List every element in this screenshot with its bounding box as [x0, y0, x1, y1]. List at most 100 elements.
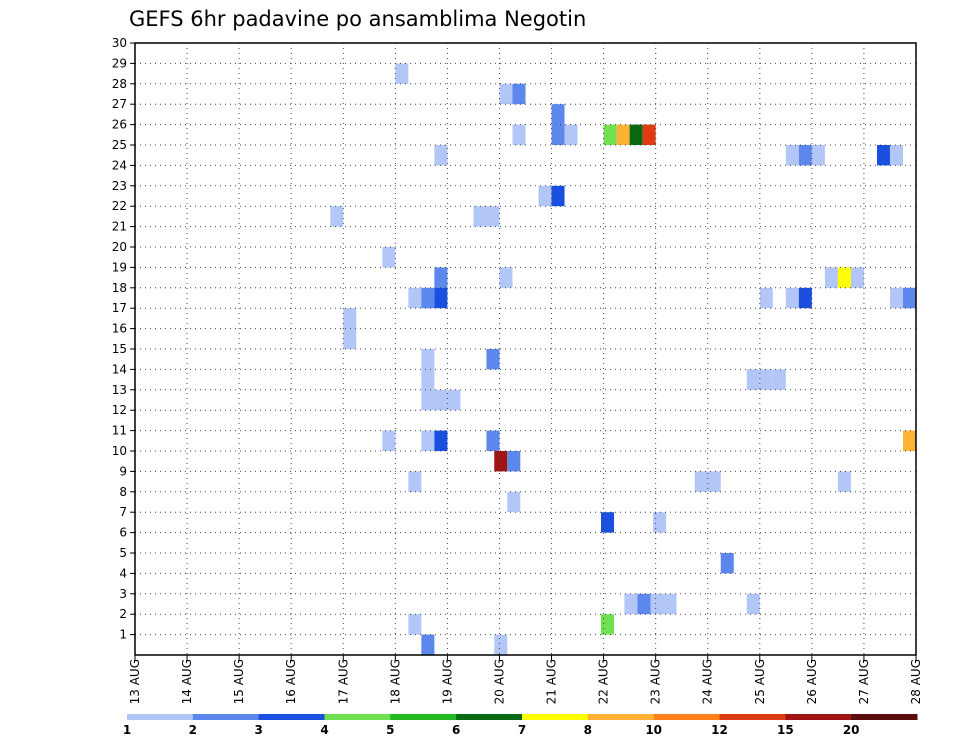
y-tick-label: 8	[119, 485, 127, 499]
heatmap-cell	[421, 634, 435, 655]
heatmap-cell	[382, 430, 396, 451]
heatmap-cell	[650, 593, 664, 615]
x-tick-label: 26 AUG	[805, 659, 819, 704]
heatmap-cell	[720, 553, 734, 574]
y-tick-label: 22	[112, 199, 127, 213]
y-tick-label: 2	[119, 607, 127, 621]
colorbar-label: 7	[518, 723, 526, 737]
colorbar-swatch	[785, 714, 852, 720]
heatmap-cell	[837, 471, 851, 492]
colorbar-label: 4	[320, 723, 328, 737]
heatmap-cell	[772, 369, 786, 390]
y-tick-label: 29	[112, 56, 127, 70]
heatmap-cell	[507, 451, 521, 472]
heatmap-cell	[434, 287, 448, 309]
x-tick-label: 15 AUG	[232, 659, 246, 704]
colorbar-swatch	[324, 714, 391, 720]
x-tick-label: 20 AUG	[492, 659, 506, 704]
colorbar-swatch	[719, 714, 786, 720]
colorbar-label: 1	[123, 723, 131, 737]
heatmap-cell	[603, 124, 617, 145]
heatmap-cell	[486, 349, 500, 370]
x-tick-label: 17 AUG	[336, 659, 350, 704]
heatmap-cell	[876, 145, 890, 166]
heatmap-cell	[902, 287, 916, 309]
y-tick-label: 5	[119, 546, 127, 560]
heatmap-cell	[785, 287, 799, 309]
y-tick-label: 13	[112, 383, 127, 397]
heatmap-cell	[421, 349, 435, 370]
y-tick-label: 12	[112, 403, 127, 417]
colorbar-swatch	[456, 714, 523, 720]
y-tick-label: 17	[112, 301, 127, 315]
colorbar-label: 20	[843, 723, 860, 737]
heatmap-cell	[811, 145, 825, 166]
heatmap-cell	[902, 430, 916, 451]
heatmap-cell	[653, 512, 667, 533]
heatmap-cell	[395, 63, 409, 84]
x-tick-label: 16 AUG	[284, 659, 298, 704]
y-tick-label: 16	[112, 322, 127, 336]
y-tick-label: 11	[112, 424, 127, 438]
x-tick-label: 22 AUG	[597, 659, 611, 704]
heatmap-cell	[382, 247, 396, 268]
heatmap-cell	[408, 614, 422, 635]
heatmap-cell	[551, 104, 565, 125]
heatmap-cell	[538, 185, 552, 207]
colorbar-label: 10	[645, 723, 662, 737]
heatmap-cell	[551, 124, 565, 145]
heatmap-cell	[850, 267, 864, 288]
heatmap-cell	[343, 308, 357, 329]
heatmap-cell	[707, 471, 721, 492]
y-tick-label: 25	[112, 138, 127, 152]
y-tick-label: 10	[112, 444, 127, 458]
colorbar-label: 12	[711, 723, 728, 737]
heatmap-cell	[601, 614, 615, 635]
colorbar-label: 5	[386, 723, 394, 737]
heatmap-cell	[889, 287, 903, 309]
y-tick-label: 30	[112, 36, 127, 50]
heatmap-cell	[494, 451, 508, 472]
y-tick-label: 28	[112, 77, 127, 91]
heatmap-cell	[746, 369, 760, 390]
heatmap-cell	[408, 471, 422, 492]
y-tick-label: 14	[112, 362, 127, 376]
heatmap-cell	[507, 491, 521, 513]
colorbar-swatch	[653, 714, 720, 720]
heatmap-cell	[330, 206, 344, 227]
heatmap-cell	[499, 83, 513, 105]
y-tick-label: 7	[119, 505, 127, 519]
colorbar-swatch	[851, 714, 918, 720]
colorbar-swatch	[587, 714, 655, 720]
heatmap-cell	[434, 430, 448, 451]
colorbar-swatch	[522, 714, 589, 720]
y-tick-label: 9	[119, 464, 127, 478]
heatmap-cell	[601, 512, 615, 533]
heatmap-cell	[434, 145, 448, 166]
y-tick-label: 6	[119, 526, 127, 540]
heatmap-cell	[494, 634, 508, 655]
x-tick-label: 25 AUG	[753, 659, 767, 704]
colorbar-swatch	[127, 714, 194, 720]
heatmap-cell	[473, 206, 487, 227]
heatmap-cell	[759, 369, 773, 390]
heatmap-cell	[642, 124, 656, 145]
x-tick-label: 14 AUG	[180, 659, 194, 704]
x-axis: 13 AUG 14 AUG 15 AUG 16 AUG 17 AUG 18 AUG 19 A…	[128, 655, 923, 704]
heatmap-cell	[434, 267, 448, 288]
heatmap-cell	[785, 145, 799, 166]
heatmap-cell	[564, 124, 578, 145]
x-tick-label: 28 AUG	[909, 659, 923, 704]
heatmap-cell	[421, 430, 435, 451]
colorbar-swatch	[258, 714, 325, 720]
heatmap-cell	[421, 389, 435, 411]
y-tick-label: 19	[112, 260, 127, 274]
heatmap-cell	[637, 593, 651, 615]
heatmap-cell	[343, 328, 357, 349]
x-tick-label: 21 AUG	[545, 659, 559, 704]
y-tick-label: 23	[112, 179, 127, 193]
colorbar-label: 15	[777, 723, 794, 737]
heatmap-cell	[694, 471, 708, 492]
chart-title: GEFS 6hr padavine po ansamblima Negotin	[129, 7, 586, 31]
